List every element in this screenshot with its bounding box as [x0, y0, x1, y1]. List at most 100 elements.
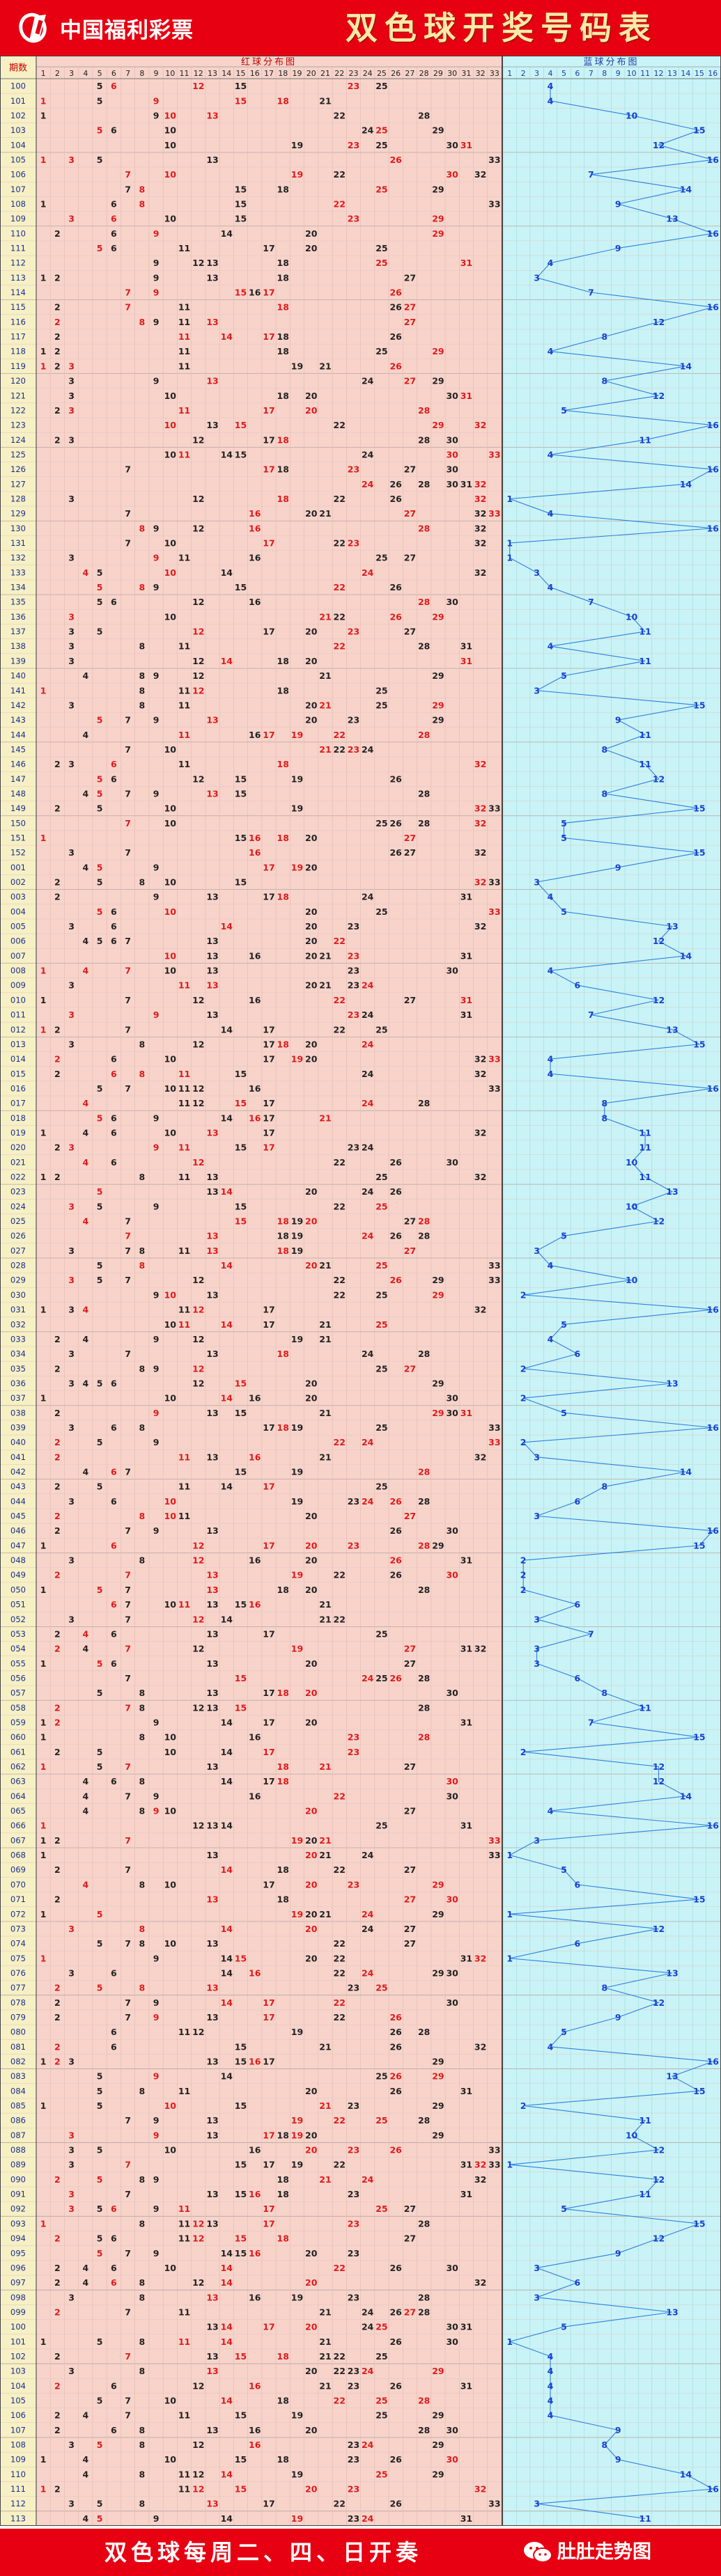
red-ball-number: 20: [305, 508, 318, 519]
red-ball-number: 9: [153, 553, 160, 563]
red-ball-number: 26: [389, 331, 402, 342]
red-ball-number: 2: [54, 1864, 61, 1875]
red-ball-number: 12: [192, 2233, 204, 2244]
red-ball-number: 20: [305, 1511, 318, 1521]
page-footer: 双色球每周二、四、日开奏 肚肚走势图: [0, 2529, 721, 2576]
red-ball-number: 22: [334, 730, 346, 740]
red-ball-number: 10: [164, 1938, 177, 1949]
red-ball-number: 22: [334, 1953, 346, 1963]
red-ball-number: 23: [348, 1142, 359, 1153]
blue-ball-number: 3: [534, 2292, 540, 2302]
red-ball-number: 6: [111, 1968, 117, 1978]
red-ball-number: 3: [68, 2145, 75, 2155]
blue-ball-number: 5: [561, 818, 567, 828]
red-ball-number: 30: [446, 434, 458, 445]
red-ball-number: 14: [221, 1113, 233, 1123]
red-ball-number: 10: [164, 1511, 177, 1521]
red-ball-number: 8: [139, 1938, 145, 1949]
red-ball-number: 22: [334, 1157, 346, 1168]
red-ball-number: 3: [68, 1246, 75, 1256]
red-ball-number: 16: [249, 288, 261, 298]
red-ball-number: 19: [291, 2410, 303, 2421]
red-ball-number: 5: [97, 627, 103, 637]
red-ball-number: 10: [164, 538, 177, 549]
red-ball-number: 14: [221, 1968, 233, 1978]
red-ball-number: 28: [418, 2307, 430, 2317]
red-ball-number: 26: [389, 2145, 402, 2155]
period-label: 009: [10, 980, 26, 990]
red-ball-number: 23: [348, 1010, 359, 1020]
red-ball-number: 19: [291, 1246, 303, 1256]
red-ball-number: 7: [125, 1570, 131, 1580]
red-ball-number: 6: [111, 1658, 117, 1669]
blue-ball-number: 15: [693, 803, 705, 814]
red-ball-number: 3: [68, 700, 75, 710]
red-ball-number: 8: [139, 1363, 145, 1374]
red-ball-number: 27: [404, 1864, 416, 1875]
red-ball-number: 4: [82, 2454, 88, 2465]
red-ball-number: 25: [375, 2469, 387, 2479]
blue-column-number: 8: [602, 69, 607, 78]
red-ball-number: 29: [432, 2440, 444, 2450]
red-ball-number: 1: [40, 1909, 47, 1919]
red-ball-number: 33: [488, 449, 500, 460]
red-ball-number: 7: [125, 2160, 131, 2170]
period-label: 103: [10, 2366, 26, 2376]
red-ball-number: 30: [446, 1894, 458, 1905]
red-ball-number: 21: [319, 2351, 331, 2362]
red-ball-number: 4: [82, 1644, 88, 1654]
red-ball-number: 6: [111, 2233, 117, 2244]
red-ball-number: 20: [305, 2248, 318, 2259]
blue-ball-number: 9: [615, 2012, 621, 2023]
red-ball-number: 20: [305, 1688, 318, 1698]
blue-ball-number: 5: [561, 833, 567, 843]
red-ball-number: 29: [432, 1879, 444, 1890]
red-ball-number: 22: [334, 1968, 346, 1978]
blue-ball-number: 2: [520, 1585, 527, 1595]
red-ball-number: 12: [192, 1098, 204, 1108]
red-ball-number: 14: [221, 449, 233, 460]
blue-ball-number: 11: [639, 2189, 651, 2199]
red-ball-number: 22: [334, 110, 346, 120]
red-ball-number: 4: [82, 1334, 88, 1344]
period-label: 069: [10, 1865, 26, 1875]
blue-ball-number: 12: [653, 1761, 665, 1772]
red-ball-number: 28: [418, 1702, 430, 1713]
blue-ball-number: 8: [601, 1113, 607, 1123]
period-label: 038: [10, 1408, 26, 1417]
red-ball-number: 7: [125, 1791, 131, 1801]
red-ball-number: 22: [334, 936, 346, 946]
red-ball-number: 23: [348, 140, 359, 150]
red-ball-number: 7: [125, 966, 131, 976]
red-ball-number: 20: [305, 391, 318, 401]
red-ball-number: 27: [404, 1216, 416, 1227]
red-ball-number: 6: [111, 906, 117, 917]
red-ball-number: 31: [460, 2380, 472, 2391]
red-ball-number: 22: [334, 494, 346, 504]
red-ball-number: 21: [319, 1614, 331, 1624]
red-ball-number: 13: [206, 1688, 218, 1698]
red-ball-number: 26: [389, 1496, 402, 1507]
blue-ball-trend-polyline: [508, 86, 715, 2519]
red-ball-number: 12: [192, 2277, 204, 2288]
blue-ball-number: 9: [615, 198, 621, 209]
red-ball-number: 13: [206, 2322, 218, 2332]
red-ball-number: 7: [125, 1275, 131, 1285]
red-ball-number: 15: [235, 1599, 247, 1610]
red-ball-number: 23: [348, 627, 359, 637]
period-label: 093: [10, 2219, 26, 2229]
red-ball-number: 27: [404, 1511, 416, 1521]
red-ball-number: 17: [263, 434, 274, 445]
period-label: 064: [10, 1791, 26, 1801]
blue-ball-number: 3: [534, 1658, 540, 1669]
blue-ball-number: 9: [615, 243, 621, 253]
red-ball-number: 3: [68, 1422, 75, 1433]
lottery-distribution-chart: 期数 红球分布图 蓝球分布图 1 2 3 4 5 6 7 8 9 10 11 12 13 14 15 16 17…: [0, 56, 721, 2527]
red-ball-number: 2: [54, 1702, 61, 1713]
red-ball-number: 9: [153, 715, 160, 725]
red-ball-number: 3: [68, 214, 75, 224]
red-ball-number: 27: [404, 2307, 416, 2317]
red-ball-number: 17: [263, 862, 274, 872]
period-label: 133: [10, 567, 26, 577]
red-ball-number: 20: [305, 700, 318, 710]
